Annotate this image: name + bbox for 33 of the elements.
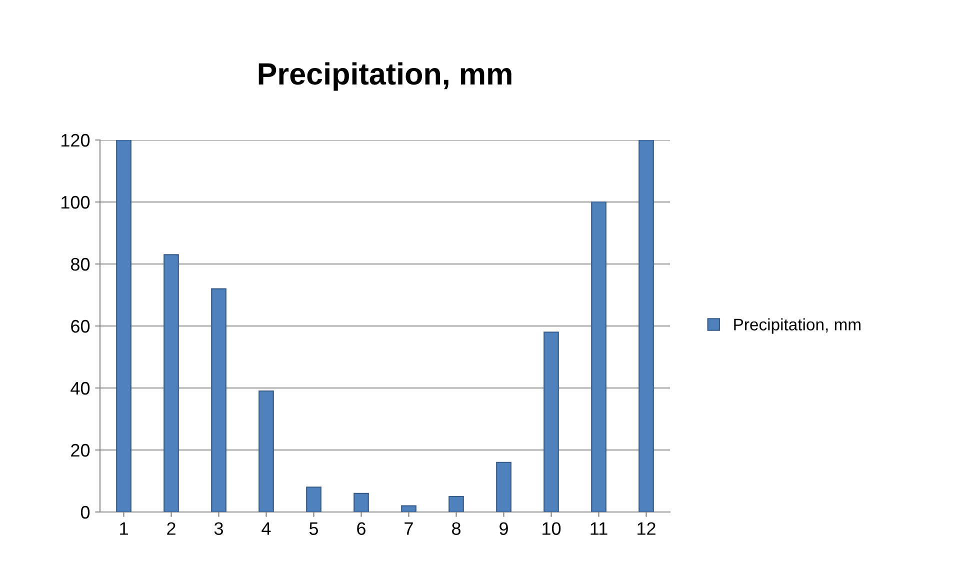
x-tick-label: 5 xyxy=(309,522,318,535)
bar xyxy=(591,201,606,512)
y-tick-label: 60 xyxy=(71,320,90,333)
x-tick-label: 8 xyxy=(452,522,460,535)
x-tick-label: 9 xyxy=(500,522,508,535)
y-tick-label: 120 xyxy=(62,134,90,147)
bar xyxy=(258,390,274,512)
x-tick-label: 11 xyxy=(590,522,608,535)
y-tick-label: 40 xyxy=(70,382,90,395)
bar xyxy=(354,492,369,512)
bar xyxy=(401,505,416,512)
bar xyxy=(448,496,464,512)
y-tick-label: 100 xyxy=(62,196,90,209)
x-tick-label: 6 xyxy=(357,522,366,535)
bar xyxy=(306,486,322,512)
x-tick-label: 1 xyxy=(120,522,128,535)
y-tick-label: 80 xyxy=(70,258,90,271)
bar xyxy=(496,462,512,512)
bar xyxy=(211,288,226,512)
x-tick-label: 3 xyxy=(214,522,223,535)
x-tick-label: 12 xyxy=(638,522,656,535)
y-tick-label: 0 xyxy=(80,506,90,519)
bar xyxy=(638,140,654,512)
chart-title: Precipitation, mm xyxy=(258,62,512,91)
x-tick-label: 7 xyxy=(404,522,413,535)
x-tick-label: 10 xyxy=(542,522,561,535)
bar xyxy=(164,254,179,512)
legend-label: Precipitation, mm xyxy=(734,318,860,334)
bar xyxy=(116,140,132,512)
y-tick-label: 20 xyxy=(71,444,90,457)
x-tick-label: 2 xyxy=(167,522,176,535)
bar xyxy=(544,332,559,512)
x-tick-label: 4 xyxy=(262,522,271,535)
